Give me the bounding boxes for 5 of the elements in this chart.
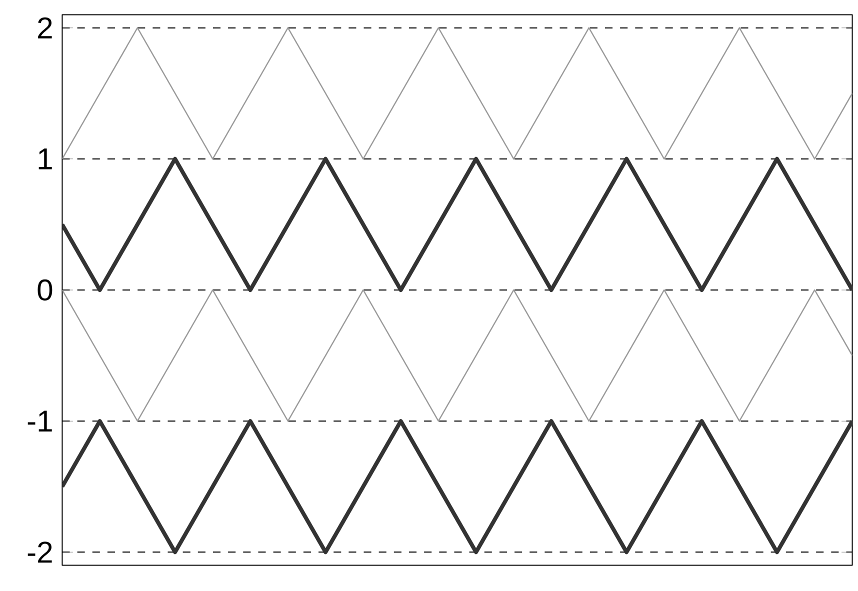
y-tick-label: 0: [38, 279, 52, 301]
y-tick-label: 2: [38, 17, 52, 38]
y-tick-label: -2: [28, 542, 52, 563]
y-tick-label: -1: [28, 410, 52, 432]
y-tick-label: 1: [38, 148, 52, 170]
